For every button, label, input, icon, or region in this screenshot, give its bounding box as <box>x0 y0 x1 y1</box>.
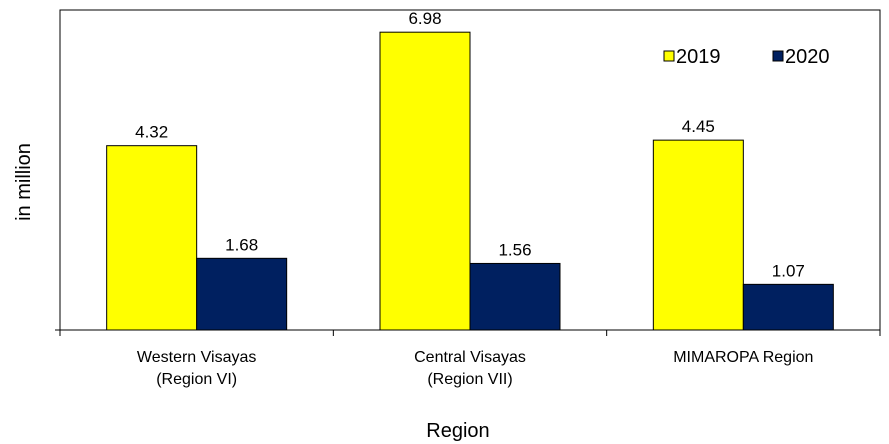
data-labels-layer: 4.32 6.98 4.45 1.68 1.56 1.07 <box>135 9 805 280</box>
data-label-2019-0: 4.32 <box>135 123 168 142</box>
data-label-2019-2: 4.45 <box>682 117 715 136</box>
data-label-2019-1: 6.98 <box>408 9 441 28</box>
x-tick-label: MIMAROPA Region <box>673 349 813 366</box>
y-axis-title: in million <box>13 143 35 221</box>
legend-label-2020: 2020 <box>785 46 830 68</box>
x-axis-ticks: Western Visayas (Region VI) Central Visaya… <box>137 349 814 388</box>
bar-2020-0 <box>196 257 288 331</box>
bars-layer <box>106 31 834 331</box>
bar-2020-1 <box>469 262 561 331</box>
data-label-2020-1: 1.56 <box>498 240 531 259</box>
bar-2020-2 <box>742 283 834 331</box>
x-tick-label: Central Visayas (Region VII) <box>414 349 526 388</box>
x-axis-title: Region <box>426 420 489 442</box>
data-label-2020-2: 1.07 <box>772 261 805 280</box>
data-label-2020-0: 1.68 <box>225 235 258 254</box>
legend-swatch-2020 <box>772 50 784 62</box>
bar-2019-0 <box>106 145 198 331</box>
bar-2019-2 <box>652 139 744 331</box>
x-tick-label: Western Visayas (Region VI) <box>137 349 256 388</box>
legend-swatch-2019 <box>663 50 675 62</box>
bar-2019-1 <box>379 31 471 331</box>
legend-label-2019: 2019 <box>676 46 721 68</box>
legend: 2019 2020 <box>663 46 830 68</box>
